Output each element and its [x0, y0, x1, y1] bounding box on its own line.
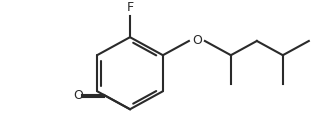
- Text: O: O: [73, 89, 83, 102]
- Text: O: O: [192, 34, 202, 48]
- Text: F: F: [127, 1, 134, 14]
